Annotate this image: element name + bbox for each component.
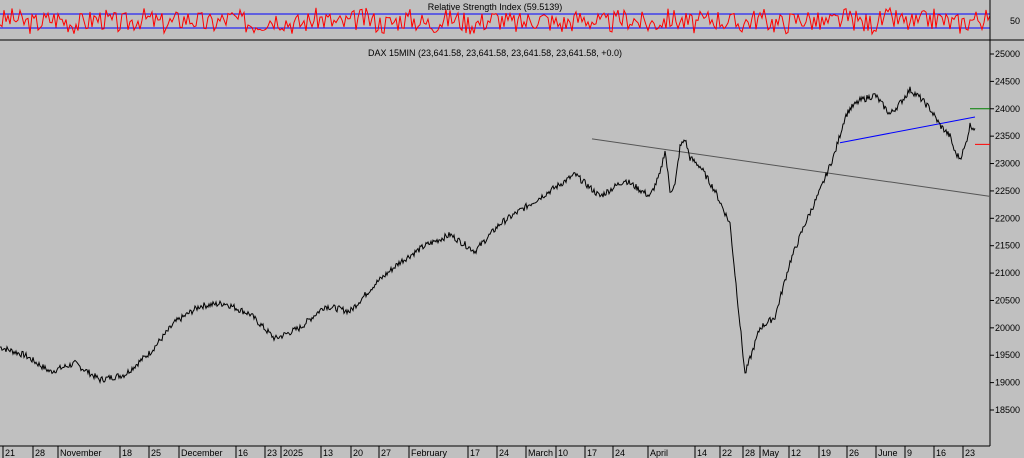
x-tick-label: 14 [697, 448, 707, 458]
x-tick-label: 23 [965, 448, 975, 458]
x-tick-label: 16 [936, 448, 946, 458]
y-tick-label: 20000 [995, 323, 1020, 333]
x-tick-label: 24 [615, 448, 625, 458]
x-tick-label: 23 [267, 448, 277, 458]
x-tick-label: 18 [122, 448, 132, 458]
trend-line-blue [839, 116, 976, 144]
y-tick-label: 23000 [995, 159, 1020, 169]
y-tick-label: 19500 [995, 350, 1020, 360]
price-panel: DAX 15MIN (23,641.58, 23,641.58, 23,641.… [0, 0, 1020, 446]
x-tick-label: 10 [558, 448, 568, 458]
x-tick-label: 9 [907, 448, 912, 458]
x-tick-label: 17 [470, 448, 480, 458]
x-tick-label: 17 [587, 448, 597, 458]
trend-line-gray [591, 138, 991, 197]
x-tick-label: 26 [849, 448, 859, 458]
rsi-y-tick-label: 50 [1010, 16, 1020, 26]
x-tick-label: May [762, 448, 780, 458]
x-tick-label: December [181, 448, 223, 458]
x-tick-label: April [650, 448, 668, 458]
x-tick-label: 12 [791, 448, 801, 458]
y-tick-label: 25000 [995, 49, 1020, 59]
y-tick-label: 20500 [995, 295, 1020, 305]
price-title: DAX 15MIN (23,641.58, 23,641.58, 23,641.… [368, 48, 622, 58]
x-tick-label: 22 [722, 448, 732, 458]
y-tick-label: 21500 [995, 241, 1020, 251]
x-tick-label: June [878, 448, 898, 458]
x-tick-label: 16 [238, 448, 248, 458]
x-tick-label: 27 [381, 448, 391, 458]
rsi-title: Relative Strength Index (59.5139) [428, 2, 563, 12]
price-y-axis: 18500 19000 19500 20000 20500 21000 21500 22000… [990, 49, 1020, 415]
x-tick-label: November [60, 448, 102, 458]
x-tick-label: 24 [499, 448, 509, 458]
y-tick-label: 19000 [995, 378, 1020, 388]
x-tick-label: March [528, 448, 553, 458]
y-tick-label: 23500 [995, 131, 1020, 141]
x-tick-label: 2025 [283, 448, 303, 458]
rsi-panel: Relative Strength Index (59.5139) 50 [0, 0, 1024, 41]
x-tick-label: 20 [353, 448, 363, 458]
y-tick-label: 22500 [995, 186, 1020, 196]
y-tick-label: 24000 [995, 104, 1020, 114]
x-tick-label: 25 [151, 448, 161, 458]
price-line [0, 86, 976, 385]
rsi-line [0, 6, 991, 36]
x-axis: 21 28 November 18 25 December 16 23 2025 13 20 27 Fe… [2, 446, 975, 458]
x-tick-label: 21 [5, 448, 15, 458]
y-tick-label: 24500 [995, 76, 1020, 86]
rsi-y-axis: 50 [1010, 16, 1020, 26]
x-tick-label: 13 [323, 448, 333, 458]
x-tick-label: 28 [35, 448, 45, 458]
x-tick-label: February [411, 448, 448, 458]
y-tick-label: 22000 [995, 213, 1020, 223]
x-tick-label: 28 [745, 448, 755, 458]
x-tick-label: 19 [821, 448, 831, 458]
y-tick-label: 18500 [995, 405, 1020, 415]
y-tick-label: 21000 [995, 268, 1020, 278]
